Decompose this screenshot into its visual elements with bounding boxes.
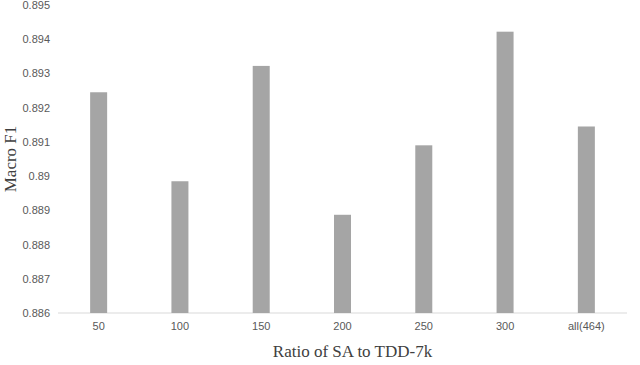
bar (578, 126, 595, 313)
y-tick-label: 0.891 (22, 136, 50, 148)
bar (497, 32, 514, 313)
y-tick-label: 0.887 (22, 273, 50, 285)
x-axis-title: Ratio of SA to TDD-7k (273, 342, 433, 361)
x-tick-label: 300 (496, 320, 514, 332)
chart: 0.886 0.887 0.888 0.889 0.89 0.891 0.892 0.893 0… (0, 0, 640, 365)
y-tick-label: 0.895 (22, 0, 50, 11)
x-tick-label: 150 (252, 320, 270, 332)
bar (415, 145, 432, 313)
y-tick-label: 0.889 (22, 204, 50, 216)
y-tick-label: 0.89 (29, 170, 50, 182)
bars (90, 32, 595, 313)
bar (253, 66, 270, 313)
y-tick-label: 0.892 (22, 102, 50, 114)
y-axis-title: Macro F1 (1, 126, 20, 193)
y-tick-label: 0.888 (22, 239, 50, 251)
bar (334, 215, 351, 313)
x-tick-label: all(464) (568, 320, 605, 332)
x-tick-label: 50 (93, 320, 105, 332)
y-tick-label: 0.886 (22, 307, 50, 319)
y-tick-label: 0.893 (22, 67, 50, 79)
x-tick-label: 200 (333, 320, 351, 332)
x-tick-label: 100 (171, 320, 189, 332)
x-tick-label: 250 (415, 320, 433, 332)
y-tick-label: 0.894 (22, 33, 50, 45)
bar (171, 181, 188, 313)
bar (90, 92, 107, 313)
chart-container: 0.886 0.887 0.888 0.889 0.89 0.891 0.892 0.893 0… (0, 0, 640, 365)
